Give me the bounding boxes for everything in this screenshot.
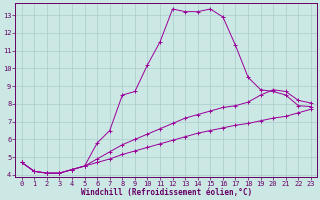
X-axis label: Windchill (Refroidissement éolien,°C): Windchill (Refroidissement éolien,°C) <box>81 188 252 197</box>
